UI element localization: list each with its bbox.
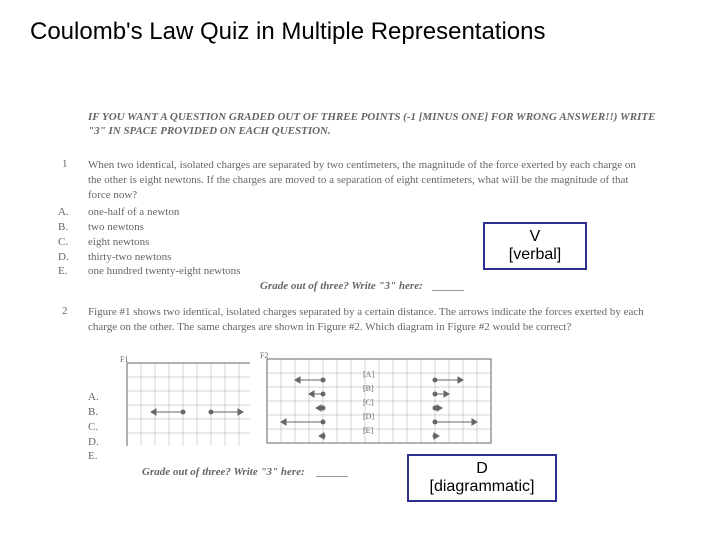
svg-text:[C]: [C] (363, 398, 374, 407)
fig1-label: F1 (120, 356, 128, 364)
grade-prompt-2: Grade out of three? Write "3" here: (142, 466, 305, 478)
q2-choice-b: B. (88, 405, 99, 420)
q1-number: 1 (62, 158, 68, 170)
q1-choice-e: E.one hundred twenty-eight newtons (58, 264, 240, 279)
diagrammatic-annotation-box: D [diagrammatic] (407, 454, 557, 502)
grade-blank-1 (432, 290, 464, 291)
diagrammatic-label-line2: [diagrammatic] (430, 478, 535, 496)
q1-text: When two identical, isolated charges are… (88, 158, 648, 203)
q2-number: 2 (62, 305, 68, 317)
diagrammatic-label-line1: D (476, 460, 488, 478)
verbal-annotation-box: V [verbal] (483, 222, 587, 270)
grade-blank-2 (316, 476, 348, 477)
q1-choice-b: B.two newtons (58, 220, 240, 235)
q1-choice-d: D.thirty-two newtons (58, 250, 240, 265)
q1-choice-c: C.eight newtons (58, 235, 240, 250)
q2-choice-e: E. (88, 449, 99, 464)
svg-text:[B]: [B] (363, 384, 374, 393)
q1-choice-a: A.one-half of a newton (58, 205, 240, 220)
figure-1: F1 (120, 356, 250, 446)
svg-text:[A]: [A] (363, 370, 374, 379)
q2-text: Figure #1 shows two identical, isolated … (88, 305, 648, 335)
q1-choices: A.one-half of a newton B.two newtons C.e… (58, 205, 240, 279)
page-title: Coulomb's Law Quiz in Multiple Represent… (30, 18, 546, 46)
grade-prompt-1: Grade out of three? Write "3" here: (260, 280, 423, 292)
svg-text:[D]: [D] (363, 412, 374, 421)
fig2-label: F2 (260, 352, 268, 360)
svg-text:[E]: [E] (363, 426, 374, 435)
figure-2: F2 [A] [B] [C] [D] [E] (260, 352, 496, 450)
verbal-label-line1: V (530, 228, 541, 246)
verbal-label-line2: [verbal] (509, 246, 561, 264)
q2-choice-c: C. (88, 420, 99, 435)
q2-choice-a: A. (88, 390, 99, 405)
q2-choice-d: D. (88, 435, 99, 450)
instructions-text: IF YOU WANT A QUESTION GRADED OUT OF THR… (88, 110, 658, 139)
q2-choices: A. B. C. D. E. (88, 390, 99, 464)
